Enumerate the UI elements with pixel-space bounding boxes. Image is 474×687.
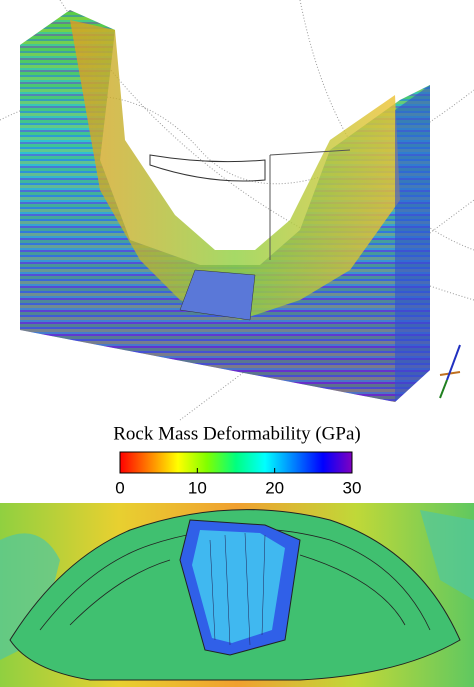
tick-label: 30 [343,478,362,497]
tick-label: 20 [265,478,284,497]
tick-label: 10 [188,478,207,497]
colorbar: 0 10 20 30 [115,451,362,497]
colorbar-gradient [119,451,353,474]
tick-label: 0 [115,478,124,497]
model-3d-view [0,0,474,421]
plan-view [0,503,474,687]
colorbar-title: Rock Mass Deformability (GPa) [113,423,360,444]
